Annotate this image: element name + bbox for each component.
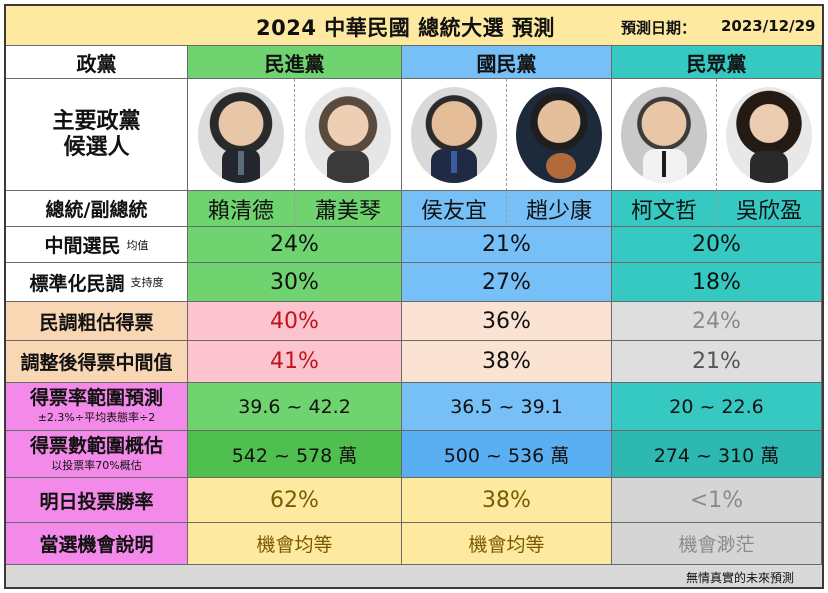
- note-tpp: 機會渺茫: [612, 523, 822, 565]
- rate-range-dpp: 39.6 ~ 42.2: [188, 383, 402, 431]
- poll-estimate-dpp: 40%: [188, 302, 402, 341]
- median-voter-dpp: 24%: [188, 227, 402, 263]
- std-poll-kmt: 27%: [402, 263, 612, 302]
- adjusted-kmt: 38%: [402, 341, 612, 383]
- row-label-note: 當選機會說明: [6, 523, 188, 565]
- adjusted-dpp: 41%: [188, 341, 402, 383]
- name-chao: 趙少康: [507, 191, 612, 227]
- std-poll-tpp: 18%: [612, 263, 822, 302]
- candidate-photo-wu: [726, 87, 812, 183]
- prediction-table: 2024 中華民國 總統大選 預測 預測日期： 2023/12/29 政黨 民進…: [4, 4, 824, 589]
- row-label-vote-range: 得票數範圍概估 以投票率70%概估: [6, 431, 188, 478]
- date-label: 預測日期：: [621, 19, 697, 37]
- row-label-poll-estimate: 民調粗估得票: [6, 302, 188, 341]
- name-lai: 賴清德: [188, 191, 295, 227]
- adjusted-tpp: 21%: [612, 341, 822, 383]
- names-label: 總統/副總統: [6, 191, 188, 227]
- candidate-photo-lai: [198, 87, 284, 183]
- photo-cell: [717, 79, 822, 191]
- name-wu: 吳欣盈: [717, 191, 822, 227]
- row-label-adjusted: 調整後得票中間值: [6, 341, 188, 383]
- rate-range-kmt: 36.5 ~ 39.1: [402, 383, 612, 431]
- photo-cell: [295, 79, 402, 191]
- photo-cell: [507, 79, 612, 191]
- vote-range-dpp: 542 ~ 578 萬: [188, 431, 402, 478]
- vote-range-tpp: 274 ~ 310 萬: [612, 431, 822, 478]
- candidates-label-line2: 候選人: [63, 134, 130, 160]
- candidate-photo-hsiao: [305, 87, 391, 183]
- photo-cell: [188, 79, 295, 191]
- footer-bar: 無情真實的未來預測: [6, 565, 822, 587]
- title-bar: 2024 中華民國 總統大選 預測 預測日期： 2023/12/29: [6, 6, 822, 46]
- win-rate-tpp: <1%: [612, 478, 822, 523]
- note-kmt: 機會均等: [402, 523, 612, 565]
- row-label-rate-range: 得票率範圍預測 ±2.3%÷平均表態率÷2: [6, 383, 188, 431]
- row-label-std-poll: 標準化民調 支持度: [6, 263, 188, 302]
- vote-range-kmt: 500 ~ 536 萬: [402, 431, 612, 478]
- name-ko: 柯文哲: [612, 191, 717, 227]
- median-voter-tpp: 20%: [612, 227, 822, 263]
- candidate-photo-hou: [411, 87, 497, 183]
- date-value: 2023/12/29: [721, 17, 816, 35]
- party-kmt: 國民黨: [402, 46, 612, 79]
- photo-cell: [402, 79, 507, 191]
- party-header-label: 政黨: [6, 46, 188, 79]
- candidate-photo-ko: [621, 87, 707, 183]
- page-title: 2024 中華民國 總統大選 預測: [256, 16, 555, 40]
- candidate-photo-chao: [516, 87, 602, 183]
- photo-cell: [612, 79, 717, 191]
- party-dpp: 民進黨: [188, 46, 402, 79]
- poll-estimate-kmt: 36%: [402, 302, 612, 341]
- row-label-median-voter: 中間選民 均值: [6, 227, 188, 263]
- win-rate-kmt: 38%: [402, 478, 612, 523]
- median-voter-kmt: 21%: [402, 227, 612, 263]
- win-rate-dpp: 62%: [188, 478, 402, 523]
- row-label-win-rate: 明日投票勝率: [6, 478, 188, 523]
- note-dpp: 機會均等: [188, 523, 402, 565]
- rate-range-tpp: 20 ~ 22.6: [612, 383, 822, 431]
- candidates-label-line1: 主要政黨: [52, 109, 141, 135]
- party-tpp: 民眾黨: [612, 46, 822, 79]
- std-poll-dpp: 30%: [188, 263, 402, 302]
- poll-estimate-tpp: 24%: [612, 302, 822, 341]
- name-hou: 侯友宜: [402, 191, 507, 227]
- footer-text: 無情真實的未來預測: [685, 571, 794, 585]
- candidates-label: 主要政黨 候選人: [6, 79, 188, 191]
- name-hsiao: 蕭美琴: [295, 191, 402, 227]
